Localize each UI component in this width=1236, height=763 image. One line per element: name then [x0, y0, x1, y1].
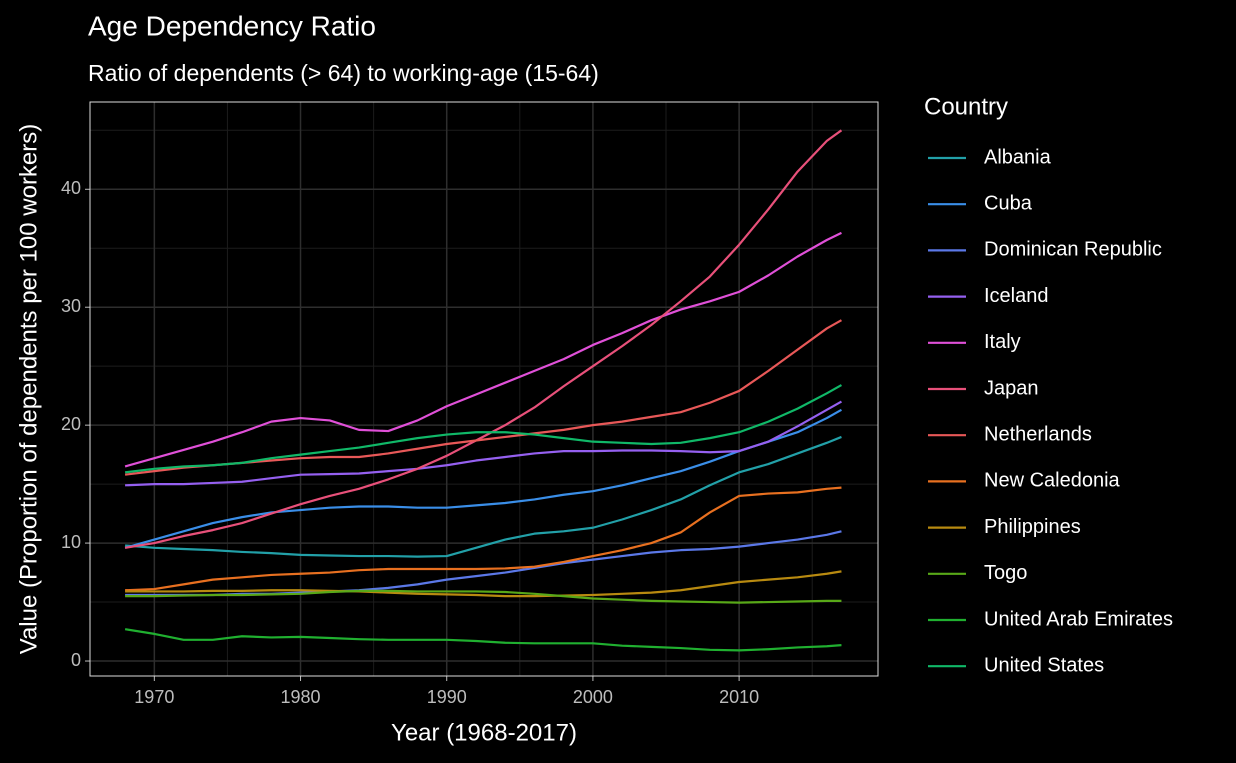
x-tick-label: 1990 — [427, 687, 467, 707]
y-tick-label: 0 — [71, 650, 81, 670]
series-line — [124, 231, 842, 468]
x-axis-label: Year (1968-2017) — [391, 719, 577, 746]
y-tick-label: 40 — [61, 178, 81, 198]
x-tick-label: 1980 — [280, 687, 320, 707]
chart-title: Age Dependency Ratio — [88, 10, 376, 41]
y-tick-label: 10 — [61, 532, 81, 552]
series-line — [124, 628, 842, 652]
legend-label: Cuba — [984, 192, 1033, 214]
legend-label: Netherlands — [984, 423, 1092, 445]
legend-label: Albania — [984, 146, 1052, 168]
legend-label: Japan — [984, 377, 1039, 399]
legend-label: Italy — [984, 331, 1021, 353]
panel-border — [89, 101, 879, 677]
legend-title: Country — [924, 93, 1008, 120]
legend-label: Togo — [984, 562, 1027, 584]
legend-label: Iceland — [984, 285, 1049, 307]
series-line — [124, 408, 842, 549]
series-line — [124, 384, 842, 474]
series-line — [125, 589, 842, 604]
series-line — [124, 129, 843, 549]
y-tick-label: 20 — [61, 414, 81, 434]
legend-label: United Arab Emirates — [984, 608, 1173, 630]
x-tick-label: 2010 — [719, 687, 759, 707]
series-line — [125, 530, 842, 597]
y-axis-label: Value (Proportion of dependents per 100 … — [15, 124, 42, 655]
x-tick-label: 2000 — [573, 687, 613, 707]
chart-subtitle: Ratio of dependents (> 64) to working-ag… — [88, 60, 599, 86]
legend-label: United States — [984, 654, 1104, 676]
series-line — [125, 570, 842, 598]
legend-label: Philippines — [984, 516, 1081, 538]
series-line — [124, 435, 842, 558]
series-line — [125, 486, 842, 592]
series-line — [125, 400, 842, 487]
legend-label: Dominican Republic — [984, 239, 1162, 261]
legend-label: New Caledonia — [984, 470, 1121, 492]
y-tick-label: 30 — [61, 296, 81, 316]
x-tick-label: 1970 — [134, 687, 174, 707]
